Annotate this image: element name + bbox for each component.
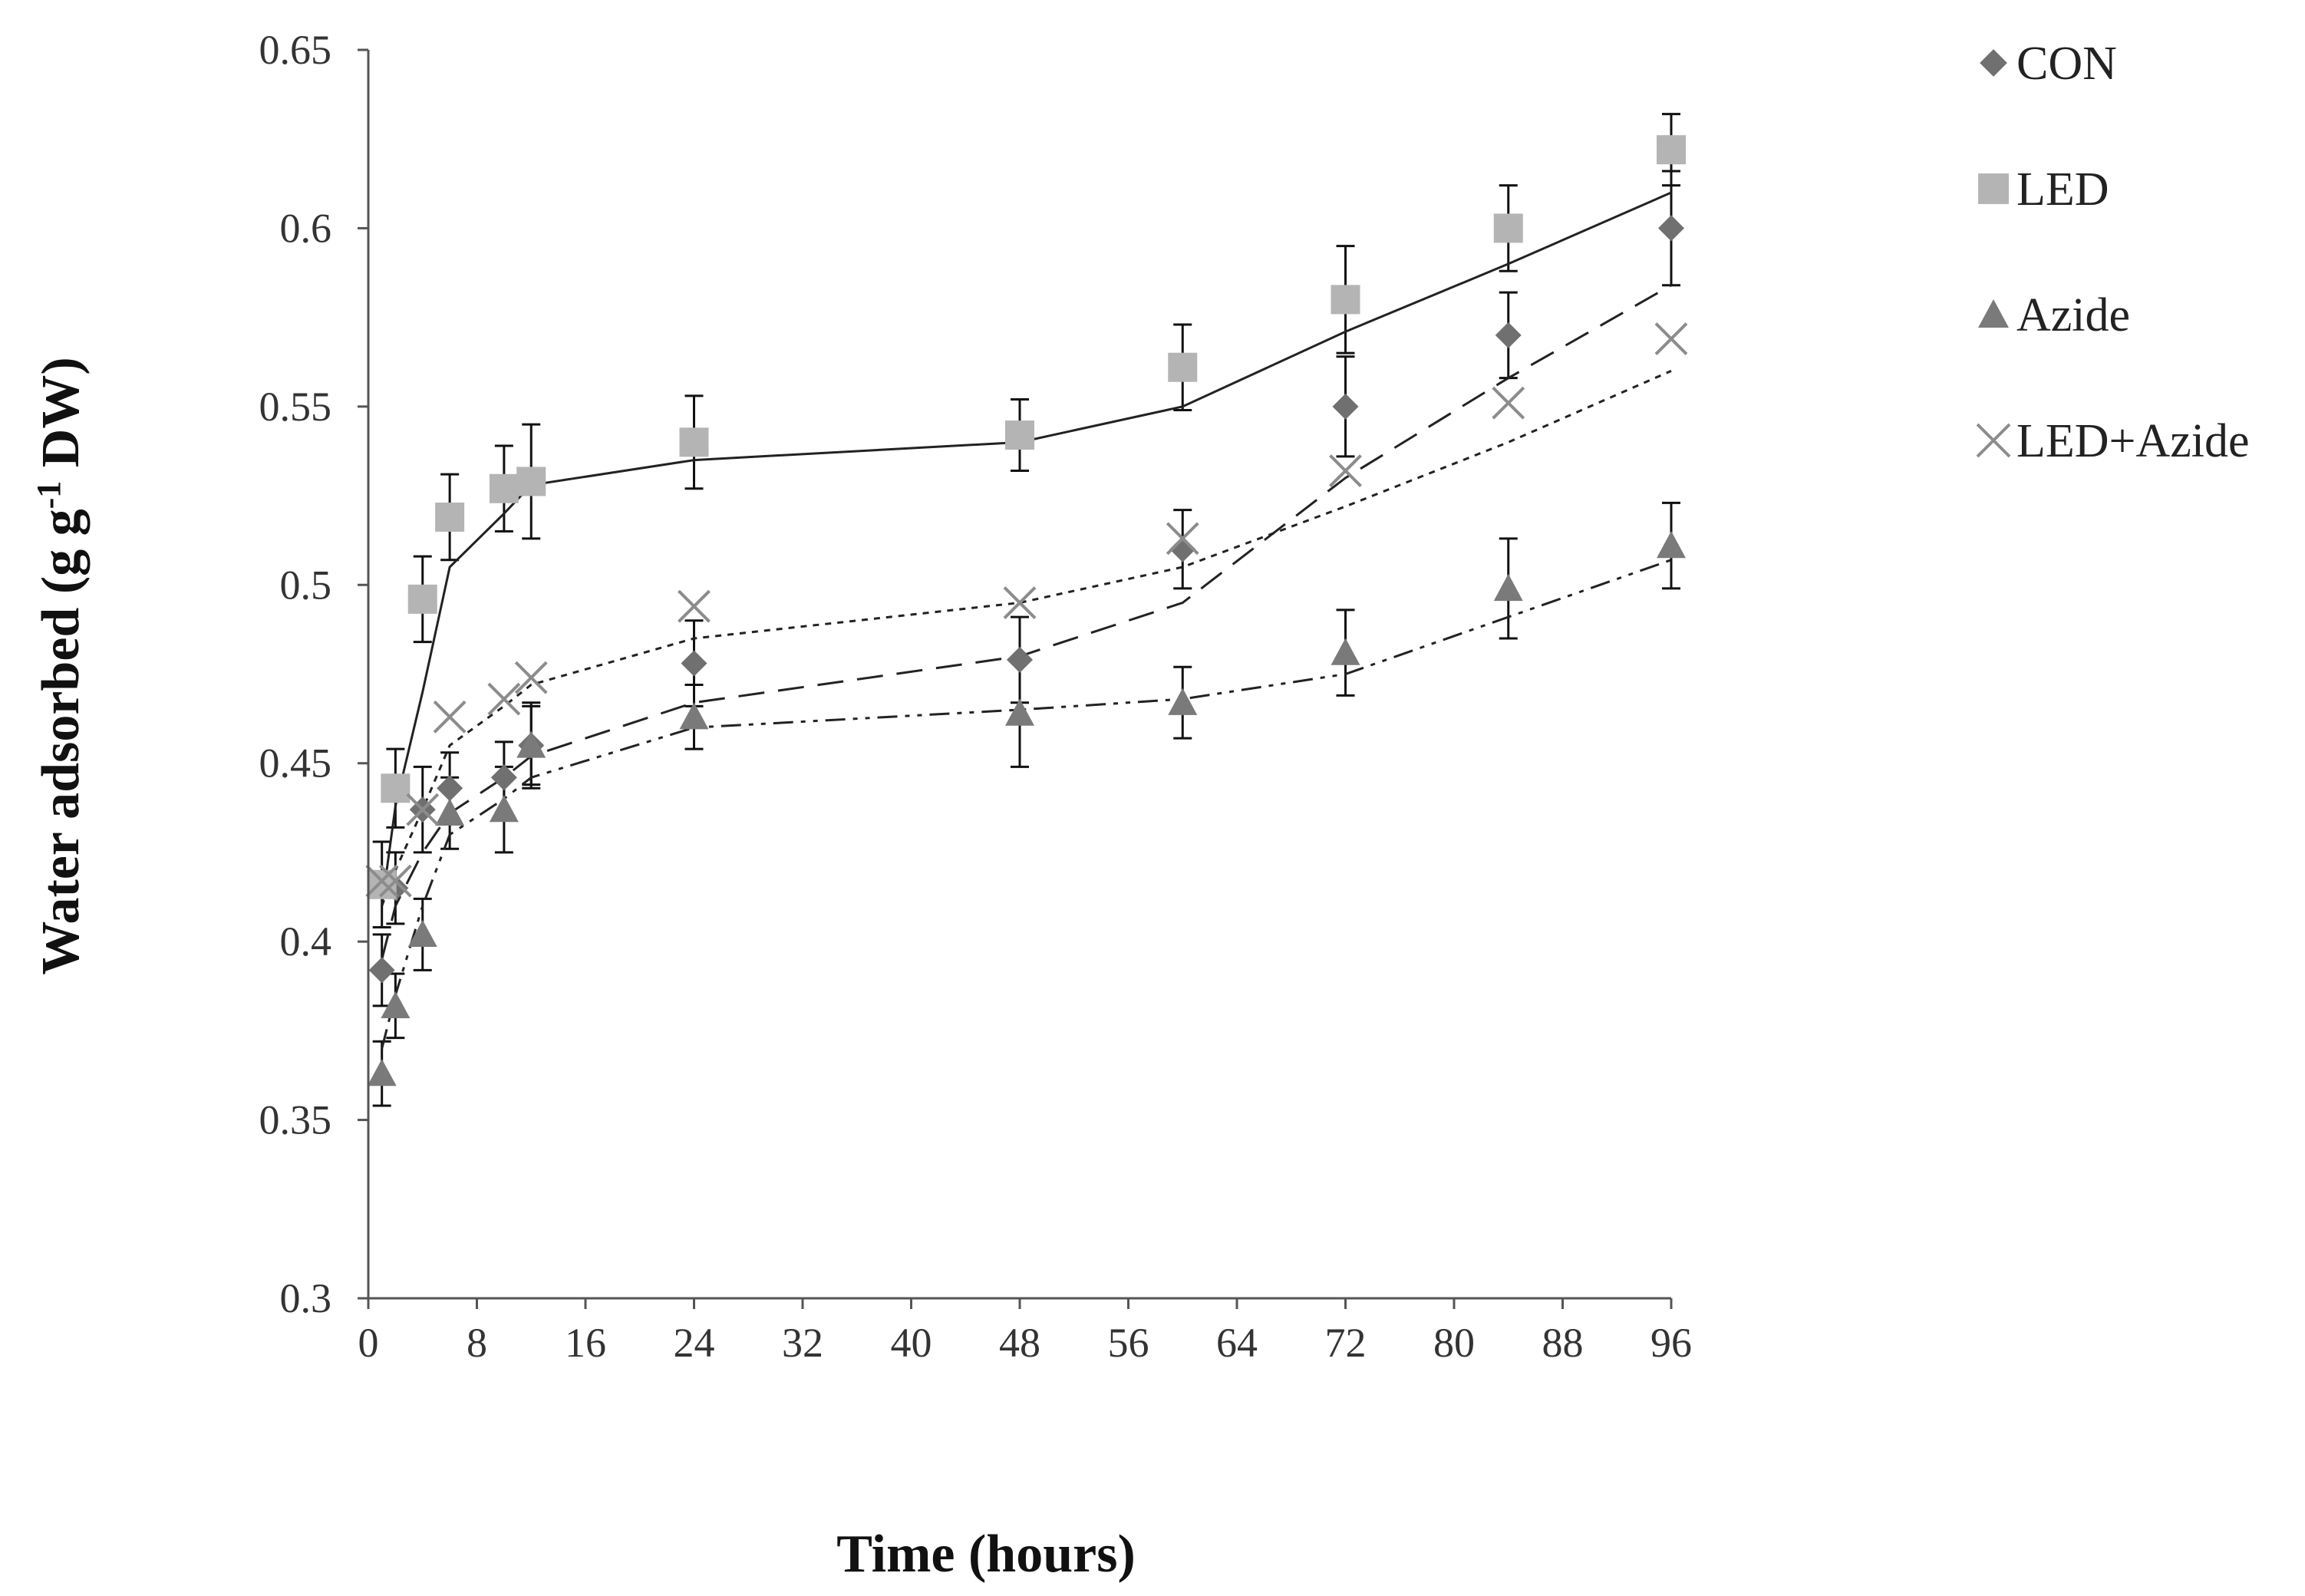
data-point-led bbox=[1493, 213, 1523, 243]
data-point-led bbox=[1168, 352, 1198, 382]
trendline-led-azide bbox=[381, 369, 1672, 907]
legend-label-led: LED bbox=[2016, 163, 2109, 216]
y-tick-label: 0.65 bbox=[259, 27, 332, 73]
x-axis-ticks: 0 8 16 24 32 40 48 56 64 72 80 88 96 bbox=[358, 1298, 1692, 1366]
legend-label-con: CON bbox=[2016, 38, 2117, 90]
y-tick-label: 0.5 bbox=[280, 562, 332, 608]
data-point-azide bbox=[381, 991, 411, 1018]
data-point-led-azide bbox=[1003, 586, 1037, 619]
legend-marker-led-azide bbox=[1976, 423, 2011, 458]
data-point-led bbox=[1331, 285, 1360, 315]
x-tick-label: 96 bbox=[1650, 1320, 1692, 1366]
data-point-led bbox=[1657, 135, 1686, 165]
data-point-led bbox=[1005, 420, 1034, 450]
x-tick-label: 88 bbox=[1542, 1320, 1584, 1366]
data-point-led-azide bbox=[378, 864, 412, 898]
data-point-led-azide bbox=[1492, 386, 1525, 420]
legend-label-led-azide: LED+Azide bbox=[2016, 415, 2250, 467]
data-point-con bbox=[1658, 215, 1684, 242]
data-point-azide bbox=[1493, 573, 1523, 602]
x-tick-label: 72 bbox=[1325, 1320, 1367, 1366]
trendline-led bbox=[381, 191, 1672, 906]
y-tick-label: 0.6 bbox=[280, 205, 332, 251]
data-point-con bbox=[1332, 393, 1359, 420]
data-point-led-azide bbox=[365, 864, 399, 898]
data-point-led bbox=[516, 467, 546, 496]
x-tick-label: 40 bbox=[891, 1320, 932, 1366]
data-point-azide bbox=[1657, 531, 1686, 559]
data-point-led bbox=[435, 502, 465, 532]
data-point-azide bbox=[1168, 688, 1198, 715]
legend-marker-azide bbox=[1978, 299, 2009, 328]
data-point-azide bbox=[489, 795, 519, 823]
data-point-led bbox=[381, 773, 411, 803]
data-point-led bbox=[679, 427, 709, 457]
legend-marker-led bbox=[1978, 173, 2009, 204]
y-tick-label: 0.55 bbox=[259, 384, 332, 430]
y-axis-title-main: Water adsorbed (g g bbox=[31, 509, 91, 974]
data-point-led-azide bbox=[406, 793, 440, 826]
x-tick-label: 80 bbox=[1433, 1320, 1475, 1366]
trend-lines bbox=[381, 191, 1672, 1049]
legend: CON LED Azide LED+Azide bbox=[1976, 38, 2250, 467]
data-point-con bbox=[437, 775, 463, 802]
y-tick-label: 0.3 bbox=[280, 1275, 332, 1321]
data-markers bbox=[365, 135, 1688, 1087]
y-tick-label: 0.4 bbox=[280, 918, 332, 965]
legend-label-azide: Azide bbox=[2016, 289, 2130, 341]
data-point-led-azide bbox=[514, 661, 548, 694]
data-point-azide bbox=[679, 702, 709, 730]
data-point-led-azide bbox=[678, 589, 711, 623]
y-axis-title-superscript: -1 bbox=[30, 481, 68, 509]
data-point-azide bbox=[1331, 638, 1360, 665]
x-tick-label: 32 bbox=[782, 1320, 823, 1366]
x-axis-title: Time (hours) bbox=[836, 1525, 1136, 1584]
data-point-azide bbox=[435, 798, 465, 826]
x-tick-label: 0 bbox=[358, 1320, 379, 1366]
y-tick-label: 0.35 bbox=[259, 1097, 332, 1143]
data-point-azide bbox=[516, 730, 546, 758]
legend-marker-con bbox=[1980, 49, 2007, 77]
y-axis-title-end: DW) bbox=[31, 357, 91, 480]
data-point-azide bbox=[367, 1059, 397, 1087]
y-axis-title: Water adsorbed (g g-1 DW) bbox=[30, 357, 91, 974]
data-point-con bbox=[368, 957, 395, 984]
data-point-con bbox=[681, 650, 707, 677]
y-axis-ticks: 0.3 0.35 0.4 0.45 0.5 0.55 0.6 0.65 bbox=[259, 27, 368, 1321]
data-point-con bbox=[1495, 322, 1522, 348]
data-point-con bbox=[1169, 536, 1196, 562]
trendline-con bbox=[381, 284, 1672, 960]
data-point-azide bbox=[1005, 698, 1034, 726]
x-tick-label: 48 bbox=[999, 1320, 1040, 1366]
x-tick-label: 8 bbox=[467, 1320, 487, 1366]
x-tick-label: 56 bbox=[1108, 1320, 1149, 1366]
trendline-azide bbox=[381, 559, 1672, 1049]
x-tick-label: 16 bbox=[565, 1320, 606, 1366]
data-point-led bbox=[489, 473, 519, 503]
data-point-led-azide bbox=[1329, 454, 1362, 487]
data-point-led-azide bbox=[487, 682, 521, 716]
data-point-led-azide bbox=[1166, 522, 1199, 556]
data-point-con bbox=[1007, 646, 1033, 673]
data-point-azide bbox=[407, 919, 437, 947]
x-tick-label: 64 bbox=[1216, 1320, 1258, 1366]
data-point-con bbox=[490, 764, 517, 791]
data-point-led-azide bbox=[433, 700, 467, 734]
y-tick-label: 0.45 bbox=[259, 740, 332, 786]
x-tick-label: 24 bbox=[674, 1320, 715, 1366]
data-point-led-azide bbox=[1654, 322, 1688, 355]
data-point-led bbox=[407, 584, 437, 614]
